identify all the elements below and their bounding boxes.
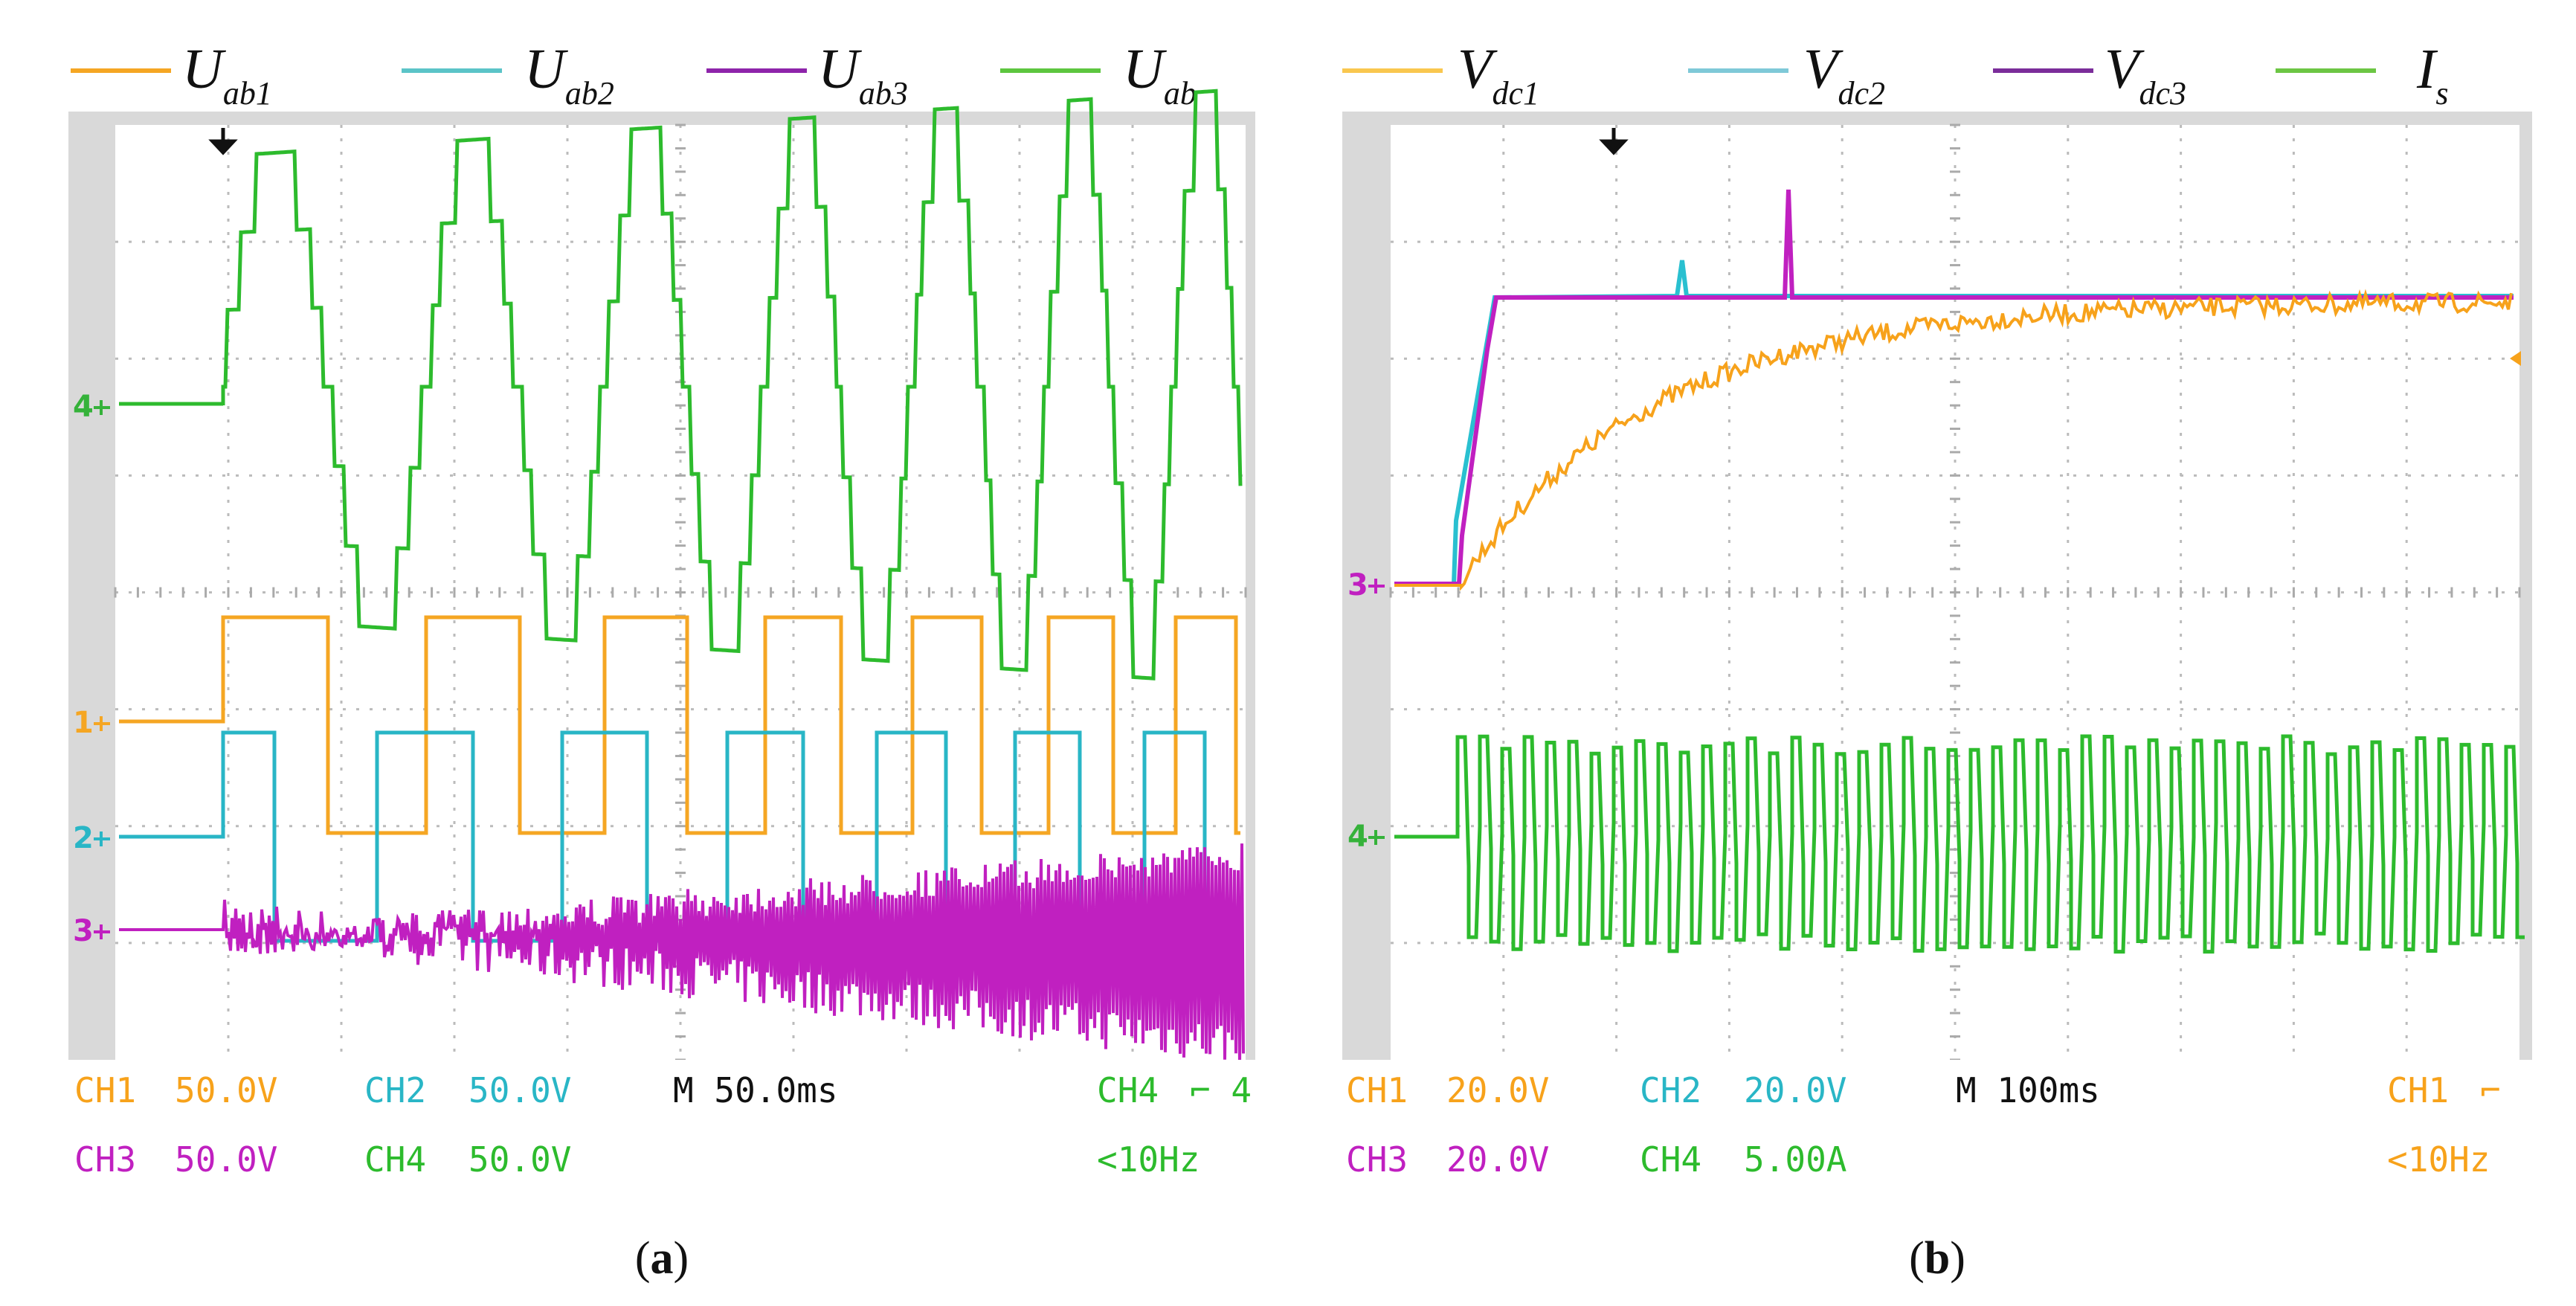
channel-marker-label: 2 [73,821,94,855]
channel-marker-label: 4 [1347,820,1368,854]
a-timebase: M 50.0ms [673,1070,838,1110]
panel-a-readout-bg [68,1060,1255,1197]
panel-b-channel-markers: 34 [1347,568,1385,854]
panel-a-readout: CH1 50.0V CH2 50.0V M 50.0ms CH4 ⌐ 4 CH3… [74,1070,1252,1180]
channel-marker-label: 4 [73,390,94,424]
trace-u-ab [119,89,1243,681]
a-ch2-value: 50.0V [468,1070,571,1110]
panel-a-channel-markers: 4 1 2 3 [73,390,110,948]
legend-b-entry-0: Vdc1 [1458,38,1539,112]
channel-marker-plus-icon [1368,830,1385,845]
panel-b-readout-bg [1342,1060,2532,1197]
legend-b-entry-2: Vdc3 [2105,38,2186,112]
b-ch1-trigger-label: CH1 [2387,1070,2449,1110]
trace-u-ab1 [119,615,1240,835]
channel-marker-plus-icon [94,400,110,415]
a-ch4-trigger-symbol: ⌐ 4 [1190,1070,1252,1110]
b-ch2-value: 20.0V [1744,1070,1846,1110]
legend-b: Vdc1 Vdc2 Vdc3 Is [1342,38,2448,112]
a-ch4-trigger-label: CH4 [1097,1070,1159,1110]
a-ch1-label: CH1 [74,1070,136,1110]
panel-a-traces [119,89,1245,1066]
panel-a: 4 1 2 3 CH1 50.0V CH2 50.0V M 50.0ms CH4 ⌐ … [68,89,1255,1197]
a-ch1-value: 50.0V [175,1070,277,1110]
legend-a-entry-3: Uab [1123,38,1197,112]
panel-b-traces [1394,189,2525,954]
b-ch4-value: 5.00A [1744,1139,1846,1180]
panel-b-readout: CH1 20.0V CH2 20.0V M 100ms CH1 ⌐ CH3 20… [1346,1070,2501,1180]
legend-a-entry-2: Uab3 [818,38,908,112]
b-frequency: <10Hz [2387,1139,2490,1180]
channel-marker-plus-icon [1368,579,1385,594]
trace-v-dc3 [1394,189,2514,586]
panel-b-trigger-arrow-icon [1599,128,1629,155]
trace-v-dc1 [1394,289,2513,591]
panel-b-level-marker-icon [2510,351,2521,366]
panel-a-trigger-arrow-icon [208,128,238,155]
channel-marker-label: 1 [73,706,94,740]
channel-marker-plus-icon [94,831,110,846]
legend-a-entry-0: Uab1 [182,38,272,112]
a-frequency: <10Hz [1097,1139,1200,1180]
trace-u-ab2 [119,730,1240,943]
caption-a: (a) [635,1233,689,1284]
a-ch3-value: 50.0V [175,1139,277,1180]
b-ch4-label: CH4 [1640,1139,1701,1180]
b-ch1-trigger-symbol: ⌐ [2480,1070,2501,1110]
b-timebase: M 100ms [1956,1070,2100,1110]
a-ch4-value: 50.0V [468,1139,571,1180]
panel-b: 34 CH1 20.0V CH2 20.0V M 100ms CH1 ⌐ CH3… [1342,112,2532,1197]
b-ch1-label: CH1 [1346,1070,1408,1110]
legend-a: Uab1 Uab2 Uab3 Uab [71,38,1197,112]
legend-a-entry-1: Uab2 [524,38,614,112]
b-ch3-value: 20.0V [1446,1139,1549,1180]
legend-b-entry-3: Is [2416,38,2448,112]
channel-marker-plus-icon [94,924,110,939]
trace-i-s [1394,734,2525,954]
caption-b: (b) [1909,1233,1965,1284]
a-ch3-label: CH3 [74,1139,136,1180]
trace-u-ab3 [119,843,1245,1066]
b-ch1-value: 20.0V [1446,1070,1549,1110]
b-ch3-label: CH3 [1346,1139,1408,1180]
channel-marker-plus-icon [94,716,110,731]
a-ch2-label: CH2 [364,1070,426,1110]
legend-b-entry-1: Vdc2 [1803,38,1885,112]
b-ch2-label: CH2 [1640,1070,1701,1110]
channel-marker-label: 3 [1347,568,1368,602]
channel-marker-label: 3 [73,914,94,948]
a-ch4-label: CH4 [364,1139,426,1180]
